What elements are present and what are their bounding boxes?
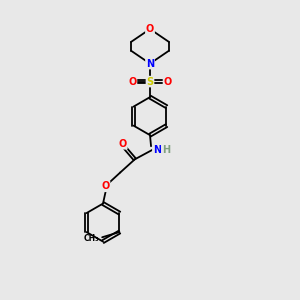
- Text: N: N: [146, 58, 154, 69]
- Text: O: O: [128, 76, 136, 87]
- Text: H: H: [162, 145, 170, 155]
- Text: O: O: [146, 24, 154, 34]
- Text: O: O: [101, 181, 110, 191]
- Text: O: O: [164, 76, 172, 87]
- Text: CH₃: CH₃: [84, 235, 99, 244]
- Text: S: S: [146, 76, 154, 87]
- Text: N: N: [153, 145, 161, 155]
- Text: O: O: [118, 139, 127, 149]
